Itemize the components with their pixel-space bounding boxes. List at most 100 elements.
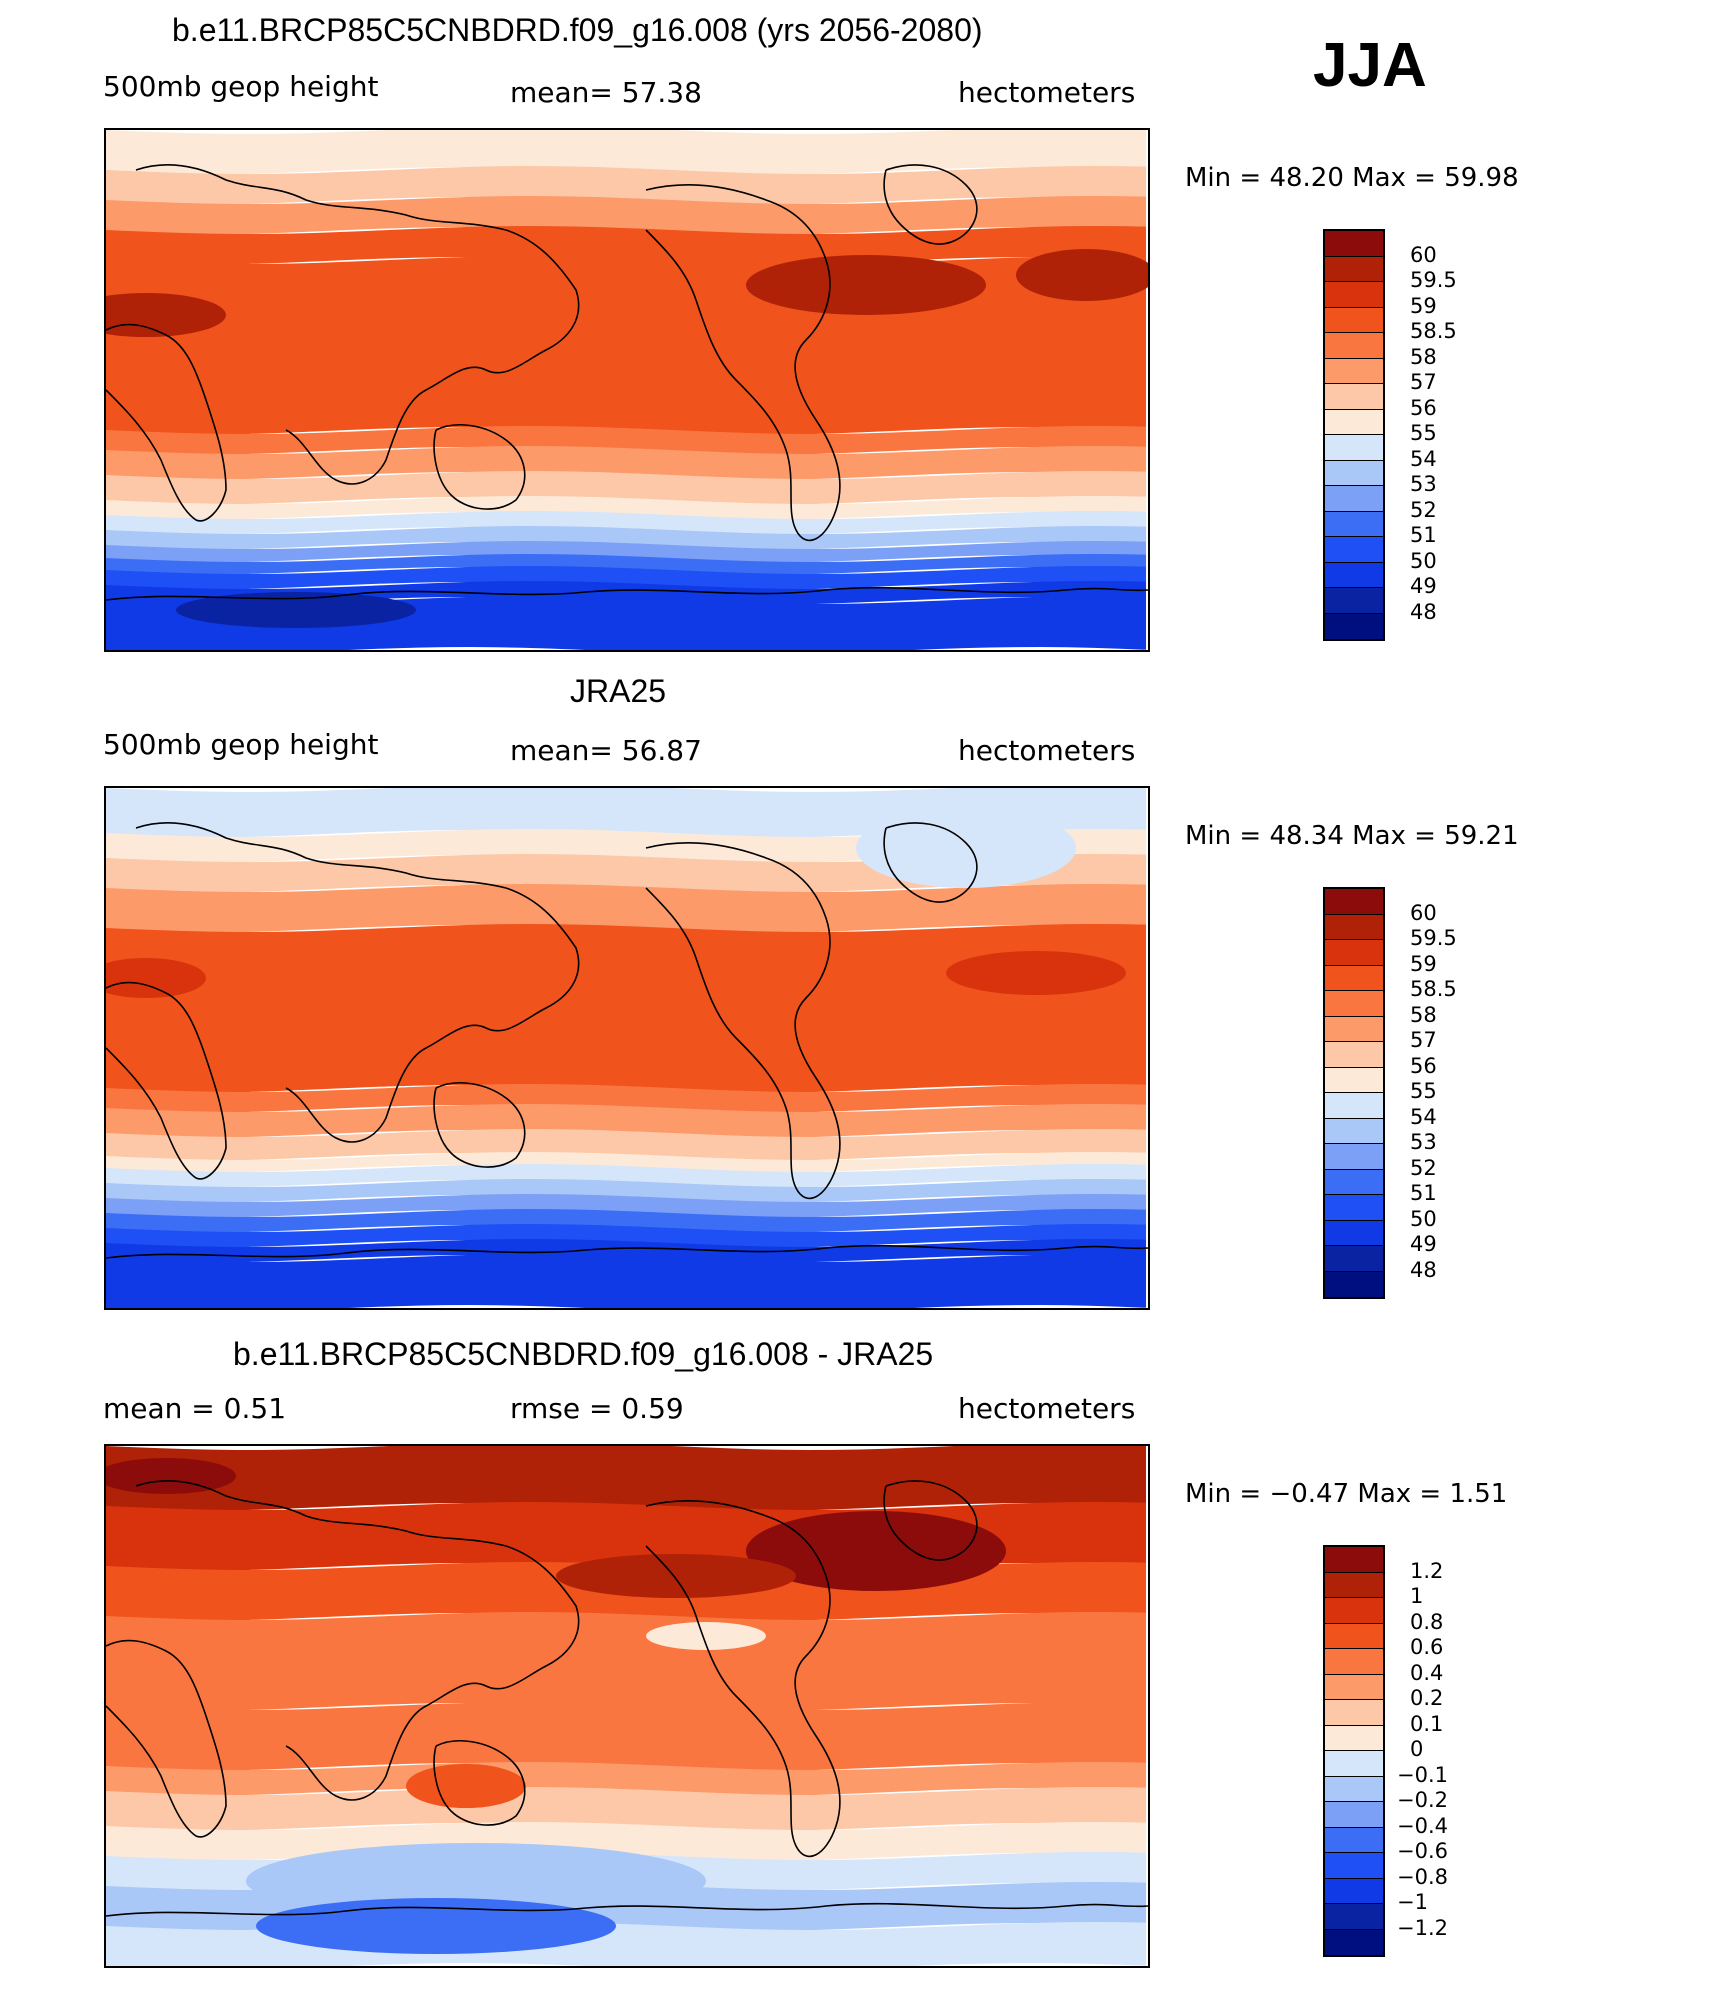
colorbar-label: 50 xyxy=(1410,548,1437,573)
contour-band xyxy=(106,1194,1146,1218)
colorbar-label: 59 xyxy=(1410,293,1437,318)
panel3-minmax: Min = −0.47 Max = 1.51 xyxy=(1185,1479,1508,1509)
colorbar-label: −1 xyxy=(1397,1890,1428,1914)
contour-band xyxy=(106,1239,1146,1263)
coastline xyxy=(106,1244,1148,1259)
panel2-units-label: hectometers xyxy=(958,734,1136,767)
contour-band xyxy=(106,884,1146,933)
colorbar-swatch xyxy=(1325,1169,1383,1195)
panel2-map xyxy=(104,786,1150,1310)
colorbar-label: 54 xyxy=(1410,446,1437,471)
colorbar-swatch xyxy=(1325,1195,1383,1221)
colorbar-swatch xyxy=(1325,940,1383,966)
panel2-coastlines xyxy=(106,822,1148,1259)
colorbar-swatch xyxy=(1325,1547,1383,1573)
colorbar-swatch xyxy=(1325,1827,1383,1853)
colorbar-swatch xyxy=(1325,1853,1383,1879)
colorbar-label: 55 xyxy=(1410,421,1437,445)
colorbar-swatch xyxy=(1325,1042,1383,1068)
colorbar-swatch xyxy=(1325,384,1383,410)
coastline xyxy=(433,1740,526,1826)
coastline xyxy=(135,1480,580,1801)
panel3-mean-label: mean = 0.51 xyxy=(103,1392,287,1425)
contour-cell xyxy=(406,1764,526,1808)
contour-cell xyxy=(946,951,1126,995)
panel1-title: b.e11.BRCP85C5CNBDRD.f09_g16.008 (yrs 20… xyxy=(172,12,983,48)
colorbar-label: 0.1 xyxy=(1410,1711,1444,1736)
contour-band xyxy=(106,446,1146,480)
colorbar-swatch xyxy=(1325,1016,1383,1042)
colorbar-swatch xyxy=(1325,1093,1383,1119)
contour-band xyxy=(106,1446,1146,1511)
contour-band xyxy=(106,1129,1146,1161)
colorbar-swatch xyxy=(1325,1118,1383,1144)
colorbar-label: 56 xyxy=(1410,395,1437,420)
coastline xyxy=(433,424,526,510)
contour-band xyxy=(106,1152,1146,1173)
contour-band xyxy=(106,541,1146,563)
panel2-variable-label: 500mb geop height xyxy=(103,728,379,761)
contour-band xyxy=(106,526,1146,550)
colorbar-label: 59.5 xyxy=(1410,926,1457,950)
colorbar-label: 59.5 xyxy=(1410,268,1457,292)
colorbar-swatch xyxy=(1325,1220,1383,1246)
coastline xyxy=(883,164,978,245)
colorbar-label: 52 xyxy=(1410,497,1437,522)
colorbar-label: 55 xyxy=(1410,1079,1437,1103)
colorbar-swatch xyxy=(1325,435,1383,461)
panel3-units-label: hectometers xyxy=(958,1392,1136,1425)
contour-band xyxy=(106,496,1146,520)
contour-band xyxy=(106,1084,1146,1113)
colorbar-swatch xyxy=(1325,889,1383,915)
colorbar-swatch xyxy=(1325,914,1383,940)
contour-cell xyxy=(746,255,986,315)
colorbar-swatch xyxy=(1325,1725,1383,1751)
colorbar-swatch xyxy=(1325,588,1383,614)
contour-cell xyxy=(246,1843,706,1919)
colorbar-label: 60 xyxy=(1410,242,1437,267)
contour-band xyxy=(106,226,1146,265)
contour-band xyxy=(106,130,1146,175)
contour-cell xyxy=(256,1898,616,1954)
coastline xyxy=(883,1480,978,1561)
coastline xyxy=(106,1902,1148,1917)
colorbar-label: 51 xyxy=(1410,1181,1437,1205)
panel2-title: JRA25 xyxy=(570,673,667,709)
colorbar-swatch xyxy=(1325,965,1383,991)
colorbar-label: 48 xyxy=(1410,1257,1437,1282)
colorbar-swatch xyxy=(1325,231,1383,257)
panel2-contour-fill xyxy=(106,788,1146,1308)
colorbar-swatch xyxy=(1325,511,1383,537)
colorbar-label: 56 xyxy=(1410,1053,1437,1078)
panel3-coastlines xyxy=(106,1480,1148,1917)
colorbar-label: 58.5 xyxy=(1410,977,1457,1001)
colorbar-label: 53 xyxy=(1410,472,1437,496)
panel1-colorbar xyxy=(1323,229,1385,641)
colorbar-swatch xyxy=(1325,1929,1383,1955)
panel1-coastlines xyxy=(106,164,1148,601)
contour-cell xyxy=(856,808,1076,888)
contour-band xyxy=(106,471,1146,505)
colorbar-label: 0.6 xyxy=(1410,1635,1444,1659)
colorbar-swatch xyxy=(1325,1067,1383,1093)
colorbar-swatch xyxy=(1325,486,1383,512)
colorbar-swatch xyxy=(1325,460,1383,486)
coastline xyxy=(433,1082,526,1168)
season-label: JJA xyxy=(1313,31,1427,100)
panel1-mean-label: mean= 57.38 xyxy=(510,76,702,109)
coastline xyxy=(645,184,841,542)
panel2-minmax: Min = 48.34 Max = 59.21 xyxy=(1185,821,1519,851)
panel1-contour-fill xyxy=(106,130,1148,650)
colorbar-swatch xyxy=(1325,1144,1383,1170)
colorbar-label: −0.2 xyxy=(1397,1788,1448,1812)
contour-band xyxy=(106,1164,1146,1188)
colorbar-label: −0.8 xyxy=(1397,1864,1448,1889)
contour-cell xyxy=(746,1511,1006,1591)
contour-band xyxy=(106,256,1146,435)
contour-band xyxy=(106,566,1146,590)
contour-band xyxy=(106,196,1146,235)
colorbar-label: 50 xyxy=(1410,1206,1437,1231)
colorbar-label: 57 xyxy=(1410,370,1437,394)
contour-cell xyxy=(176,592,416,628)
colorbar-swatch xyxy=(1325,991,1383,1017)
